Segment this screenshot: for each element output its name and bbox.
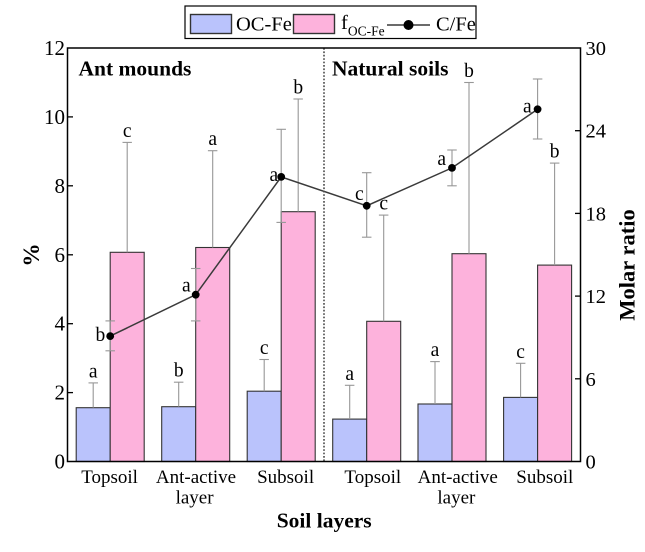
svg-text:0: 0 xyxy=(586,452,596,474)
svg-text:b: b xyxy=(293,78,303,99)
svg-text:Soil layers: Soil layers xyxy=(277,509,372,533)
svg-text:30: 30 xyxy=(586,38,607,60)
svg-text:10: 10 xyxy=(44,105,65,129)
svg-text:2: 2 xyxy=(55,381,66,405)
svg-text:b: b xyxy=(550,142,560,163)
svg-text:layer: layer xyxy=(437,488,476,509)
svg-text:a: a xyxy=(345,364,354,385)
svg-text:a: a xyxy=(182,276,191,297)
svg-text:a: a xyxy=(208,129,217,150)
svg-text:a: a xyxy=(270,165,279,186)
svg-text:a: a xyxy=(437,149,446,170)
svg-text:%: % xyxy=(19,243,45,267)
svg-text:c: c xyxy=(123,121,132,142)
svg-text:c: c xyxy=(260,338,269,359)
svg-text:Molar ratio: Molar ratio xyxy=(615,209,640,320)
svg-text:layer: layer xyxy=(176,488,215,509)
svg-text:b: b xyxy=(174,361,184,382)
svg-text:OC-Fe: OC-Fe xyxy=(236,14,292,36)
svg-text:a: a xyxy=(89,361,98,382)
svg-text:a: a xyxy=(431,340,440,361)
svg-text:c: c xyxy=(516,342,525,363)
svg-text:4: 4 xyxy=(55,312,66,336)
svg-text:C/Fe: C/Fe xyxy=(436,14,476,36)
svg-text:24: 24 xyxy=(586,121,607,143)
svg-text:Topsoil: Topsoil xyxy=(344,467,401,488)
svg-text:6: 6 xyxy=(55,243,66,267)
svg-text:12: 12 xyxy=(586,286,607,308)
svg-text:Topsoil: Topsoil xyxy=(81,467,138,488)
svg-text:b: b xyxy=(464,61,474,82)
svg-text:8: 8 xyxy=(55,174,66,198)
svg-text:6: 6 xyxy=(586,369,596,391)
svg-text:Natural soils: Natural soils xyxy=(332,57,448,81)
svg-text:c: c xyxy=(355,184,364,205)
svg-text:0: 0 xyxy=(55,450,66,474)
svg-text:12: 12 xyxy=(44,36,65,60)
svg-text:b: b xyxy=(95,325,105,346)
svg-text:18: 18 xyxy=(586,203,607,225)
svg-text:Subsoil: Subsoil xyxy=(257,467,314,488)
svg-text:Ant mounds: Ant mounds xyxy=(79,57,192,81)
svg-text:Subsoil: Subsoil xyxy=(516,467,573,488)
svg-text:a: a xyxy=(523,96,532,117)
svg-text:Ant-active: Ant-active xyxy=(156,467,236,488)
svg-text:c: c xyxy=(379,194,388,215)
svg-text:Ant-active: Ant-active xyxy=(418,467,498,488)
